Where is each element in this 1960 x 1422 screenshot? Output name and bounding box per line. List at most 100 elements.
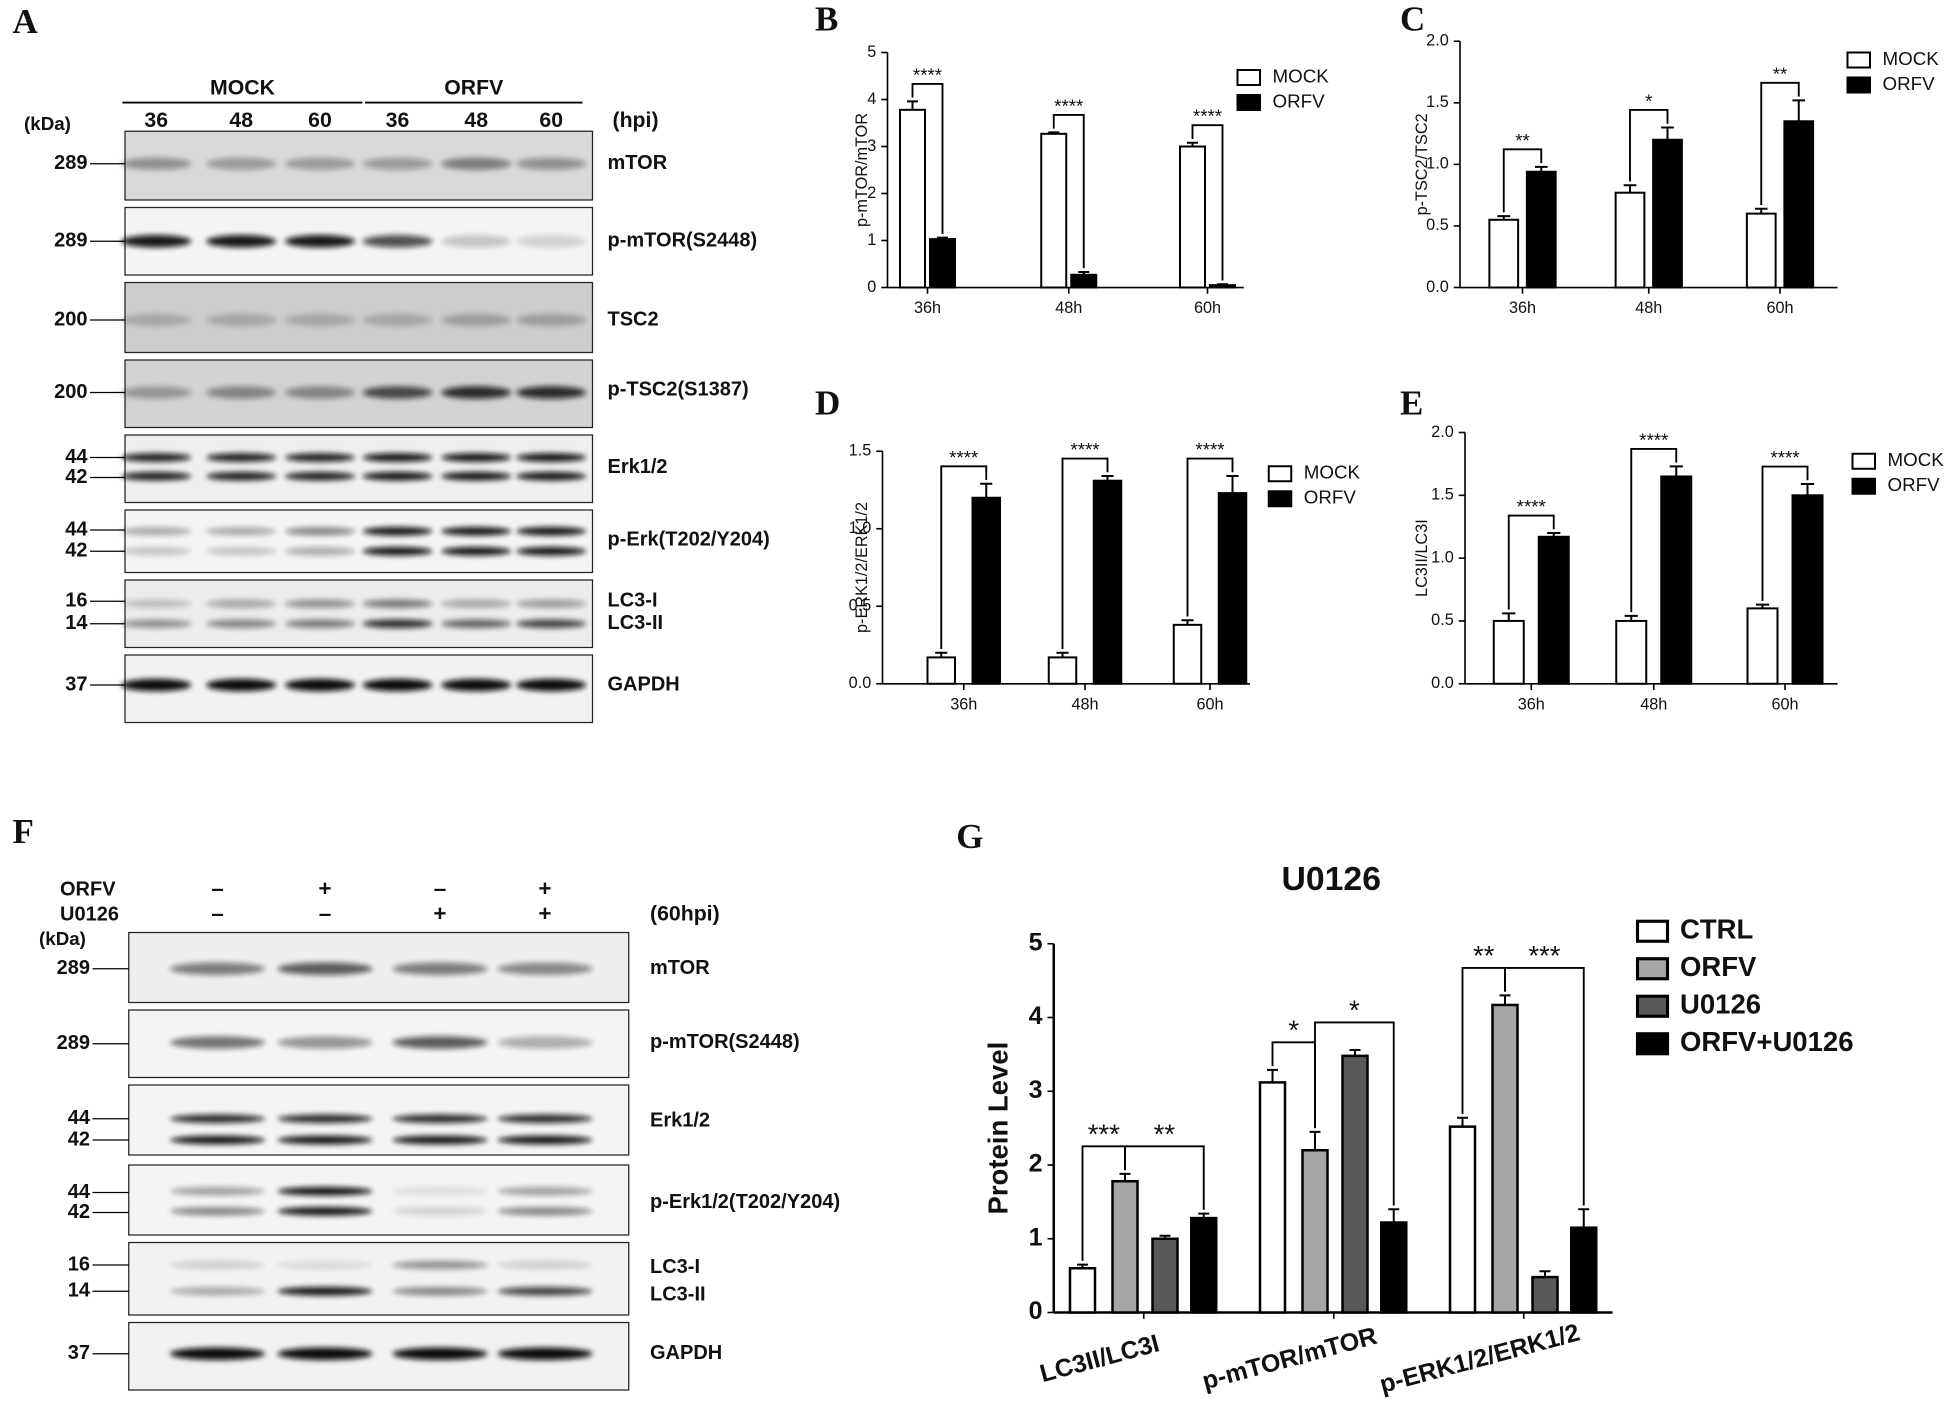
x-tick-label: 48h	[1640, 695, 1667, 713]
marker-label: 42	[68, 1201, 90, 1223]
significance-label: **	[1154, 1119, 1176, 1150]
panel-letter: C	[1400, 0, 1425, 39]
condition-sign: –	[211, 901, 224, 926]
blot-band	[362, 313, 433, 327]
legend-swatch	[1267, 465, 1293, 483]
legend-label: MOCK	[1883, 48, 1940, 69]
significance-label: ****	[949, 447, 978, 468]
blot-band	[441, 453, 512, 462]
blot-box	[124, 434, 594, 504]
y-tick-label: 0.5	[1426, 216, 1449, 234]
blot-band	[392, 1286, 488, 1296]
blot-band	[516, 453, 587, 462]
band-label: Erk1/2	[608, 456, 668, 478]
kda-label: (kDa)	[39, 928, 86, 949]
band-label: p-TSC2(S1387)	[608, 378, 749, 400]
panel-letter: G	[956, 817, 983, 856]
legend-swatch	[1635, 1032, 1670, 1056]
y-tick-label: 1.5	[1431, 486, 1454, 504]
bar	[1660, 475, 1693, 685]
blot-band	[285, 453, 355, 462]
bar	[1531, 1275, 1559, 1314]
error-bar	[1499, 994, 1511, 1005]
marker-label: 289	[54, 230, 87, 252]
error-bar	[937, 236, 948, 240]
blot-band	[277, 1135, 373, 1145]
blot-band	[285, 678, 355, 692]
blot-band	[206, 546, 277, 556]
panel-letter: F	[13, 812, 34, 851]
significance-bracket	[940, 465, 988, 650]
significance-bracket	[1507, 514, 1555, 610]
significance-label: ****	[1070, 439, 1099, 460]
blot-band	[497, 1186, 593, 1196]
band-label: GAPDH	[608, 673, 680, 695]
band-label: p-mTOR(S2448)	[608, 230, 758, 252]
legend-swatch	[1236, 94, 1261, 112]
condition-sign: –	[434, 876, 447, 901]
bar	[1040, 132, 1068, 289]
error-bar	[1547, 532, 1561, 537]
legend-swatch	[1846, 76, 1871, 94]
blot-band	[441, 157, 512, 171]
blot-band	[441, 235, 512, 248]
blot-band	[392, 1260, 488, 1270]
marker-label: 44	[68, 1107, 91, 1129]
blot-band	[206, 313, 277, 327]
significance-bracket	[911, 82, 944, 234]
bar	[1070, 273, 1098, 289]
panel-letter: A	[13, 2, 39, 41]
condition-sign: +	[538, 901, 551, 926]
blot-band	[285, 157, 355, 171]
blot-band	[392, 1135, 488, 1145]
legend-swatch	[1851, 477, 1876, 495]
bar	[899, 108, 926, 289]
blot-band	[285, 235, 355, 248]
blot-band	[362, 619, 433, 629]
error-bar	[980, 482, 993, 498]
error-bar	[1198, 1212, 1210, 1219]
error-bar	[1755, 603, 1770, 609]
significance-bracket	[1052, 113, 1085, 269]
legend-label: CTRL	[1680, 914, 1753, 945]
bar	[1217, 492, 1248, 685]
blot-band	[392, 1206, 488, 1216]
bar	[1068, 1266, 1097, 1314]
significance-label: ****	[1639, 429, 1668, 450]
blot-band	[170, 1260, 265, 1270]
blot-band	[441, 386, 512, 399]
bar	[1258, 1081, 1287, 1314]
band-label: Erk1/2	[650, 1110, 710, 1132]
blot-band	[206, 471, 277, 481]
error-bar	[1800, 483, 1815, 496]
bar	[1746, 607, 1779, 685]
marker-label: 42	[65, 466, 87, 488]
y-tick-label: 3	[867, 137, 876, 155]
error-bar	[1502, 612, 1516, 621]
x-tick-label: 48h	[1055, 299, 1082, 317]
blot-band	[170, 1186, 265, 1196]
marker-label: 44	[68, 1181, 91, 1203]
error-bar	[1159, 1234, 1171, 1239]
group-label: ORFV	[444, 75, 504, 99]
error-bar	[907, 100, 918, 110]
marker-label: 16	[65, 590, 87, 612]
band-label: LC3-II	[608, 612, 664, 634]
condition-sign: +	[433, 901, 446, 926]
legend-label: ORFV	[1883, 73, 1936, 94]
marker-label: 200	[54, 381, 87, 403]
marker-label: 14	[68, 1280, 91, 1302]
blot-band	[170, 1135, 265, 1145]
blot-band	[206, 386, 277, 399]
error-bar	[1119, 1172, 1131, 1182]
error-bar	[1349, 1048, 1361, 1056]
error-bar	[1187, 141, 1198, 147]
significance-label: **	[1515, 130, 1530, 151]
blot-band	[497, 1135, 593, 1145]
bar	[1745, 212, 1777, 289]
marker-label: 44	[65, 446, 88, 468]
significance-label: **	[1773, 63, 1788, 84]
error-bar	[1078, 270, 1090, 275]
condition-sign: +	[538, 876, 551, 901]
blot-band	[362, 157, 433, 171]
